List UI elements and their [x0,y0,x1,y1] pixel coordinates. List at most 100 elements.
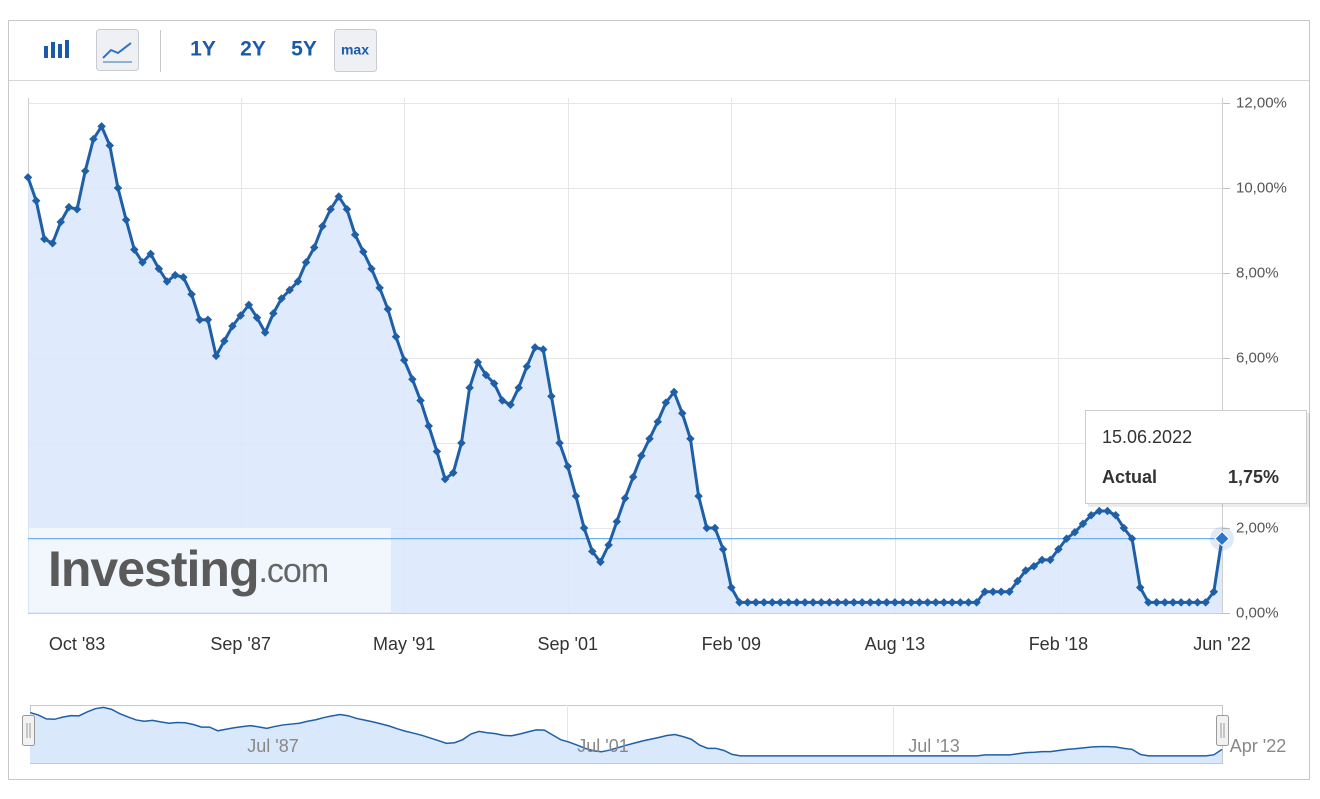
marker [1144,598,1153,607]
marker [1013,576,1022,586]
y-tick-label: 12,00% [1236,94,1287,111]
marker [743,598,752,607]
marker [596,557,605,567]
navigator-label: Jul '01 [577,736,628,756]
range-button[interactable]: max [341,42,369,58]
marker [31,196,41,205]
marker [661,398,671,407]
marker [1029,562,1039,571]
marker [1152,598,1161,607]
marker [866,598,875,607]
marker [269,309,278,318]
marker [236,311,245,320]
marker [105,141,115,150]
navigator-area [30,707,1222,763]
marker [563,462,572,471]
marker [604,540,613,550]
max-button-box[interactable] [334,29,377,72]
marker [923,598,932,607]
marker [1135,583,1145,592]
navigator-label: Jul '87 [247,736,298,756]
marker [784,598,793,607]
marker [1046,555,1055,565]
y-tick-label: 10,00% [1236,179,1287,196]
tooltip-box [1085,410,1307,504]
navigator-label: Apr '22 [1230,736,1286,756]
hover-marker [1214,530,1230,547]
marker [620,494,630,503]
watermark-suffix: .com [258,552,328,590]
marker [179,273,188,282]
line-chart-button[interactable] [96,29,139,71]
marker [956,598,965,607]
marker [547,392,556,401]
tooltip-date: 15.06.2022 [1102,427,1192,447]
marker [162,277,172,286]
marker [498,396,507,405]
range-button[interactable]: 1Y [190,38,216,61]
marker [898,598,908,607]
marker [857,598,867,607]
marker [220,336,229,346]
marker [841,598,851,607]
navigator-handle[interactable] [1216,715,1229,746]
marker [1005,587,1014,596]
y-tick-label: 2,00% [1236,519,1279,536]
marker [1111,511,1120,520]
marker [465,383,474,392]
marker [440,474,450,484]
marker [727,583,736,592]
marker [522,362,532,371]
marker [146,249,155,259]
x-tick-label: Sep '87 [210,634,271,654]
marker [130,245,139,254]
marker [457,438,466,448]
navigator-line [29,706,1223,757]
marker [56,217,65,227]
marker [383,304,393,314]
marker [678,409,687,418]
marker [800,598,810,607]
marker [1037,555,1047,565]
marker [1070,528,1080,537]
watermark-text: Investing.com [48,541,328,597]
marker [481,370,491,380]
marker [399,355,409,365]
marker [432,447,442,456]
marker [669,387,679,397]
marker [915,598,924,607]
marker [759,598,769,607]
marker [244,300,254,310]
marker [473,358,483,367]
x-tick-label: Sep '01 [538,634,599,654]
marker [972,598,981,607]
marker [342,205,352,214]
marker [890,598,900,607]
marker [767,598,777,607]
marker [751,598,761,607]
marker [391,332,401,341]
marker [1054,545,1063,554]
marker [89,134,98,144]
marker [64,202,74,212]
marker [408,375,417,384]
marker [653,417,662,426]
marker [1193,598,1202,607]
marker [1127,534,1137,543]
marker [121,215,131,225]
range-button[interactable]: 5Y [291,38,317,61]
marker [113,183,123,193]
marker [964,598,973,607]
bar-chart-button[interactable] [44,40,69,58]
range-button[interactable]: 2Y [240,38,266,61]
marker [203,315,213,324]
navigator-handle[interactable] [22,715,35,746]
marker [1119,523,1129,533]
marker [555,438,564,448]
marker [40,234,49,244]
marker [612,517,622,526]
marker [309,243,319,252]
handle-box [22,715,35,746]
marker [817,598,826,607]
